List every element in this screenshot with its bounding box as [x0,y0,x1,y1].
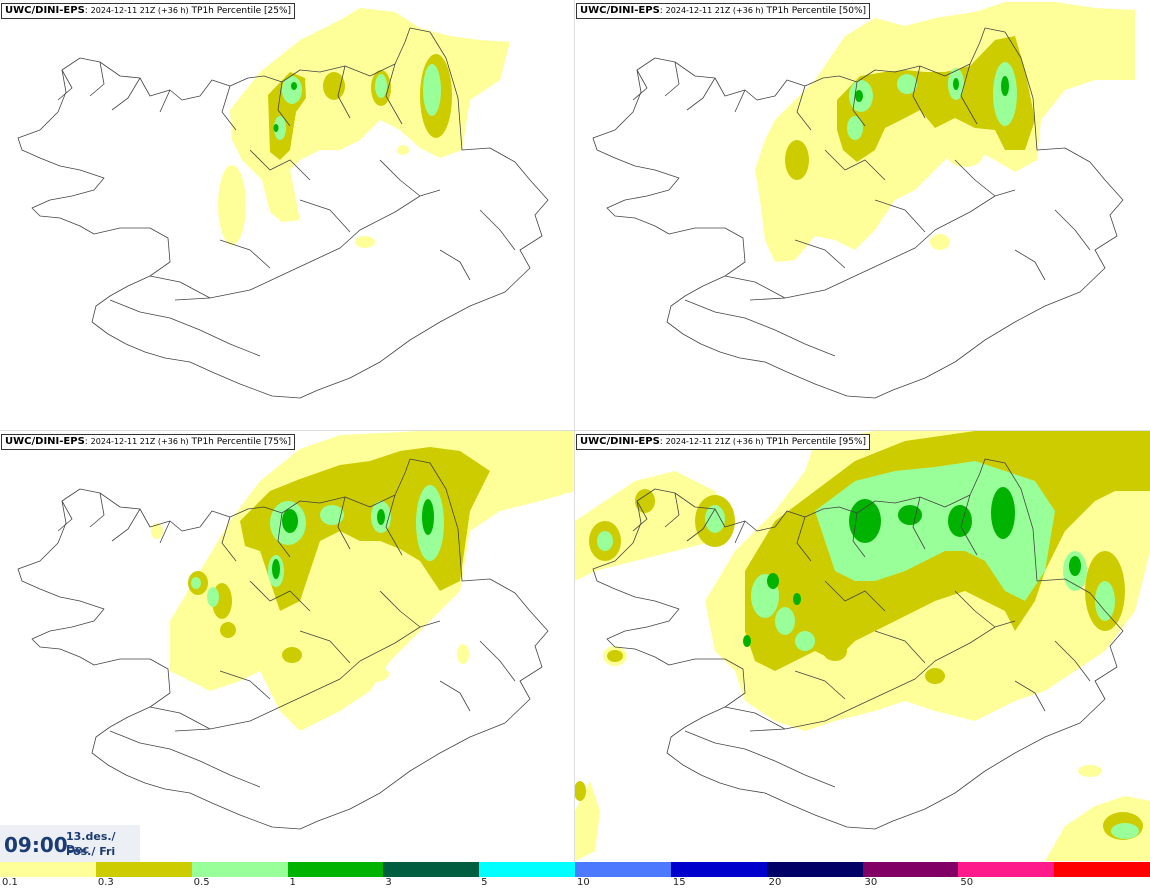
legend-swatch [383,862,480,877]
panel-title: UWC/DINI-EPS: 2024-12-11 21Z (+36 h) TP1… [576,3,871,19]
legend-tick-label: 50 [960,877,974,888]
precip-map-p50 [592,2,1135,399]
map-panel-p95: UWC/DINI-EPS: 2024-12-11 21Z (+36 h) TP1… [575,431,1150,861]
legend-swatch [95,862,193,877]
panel-divider-horizontal [0,430,1150,431]
legend-swatch [670,862,768,877]
legend-swatch [287,862,384,877]
precip-map-p25 [17,8,549,399]
legend-swatch [1054,862,1150,877]
legend-tick-label: 10 [577,877,590,888]
panel-title: UWC/DINI-EPS: 2024-12-11 21Z (+36 h) TP1… [1,3,296,19]
map-panel-p50: UWC/DINI-EPS: 2024-12-11 21Z (+36 h) TP1… [575,0,1150,430]
valid-weekday: Fös./ Fri [66,845,116,858]
legend-tick-label: 3 [385,877,392,888]
legend-tick-label: 5 [481,877,488,888]
legend-swatch [862,862,959,877]
panel-divider-vertical [574,0,575,862]
legend-swatch [0,862,97,877]
legend-swatch [575,862,672,877]
legend-swatch [479,862,576,877]
precip-map-p95 [575,431,1150,861]
legend-tick-label: 15 [672,877,686,888]
legend-tick-label: 1 [289,877,296,888]
precip-map-p75 [17,431,575,830]
panel-title: UWC/DINI-EPS: 2024-12-11 21Z (+36 h) TP1… [1,434,296,450]
legend-swatch [958,862,1055,877]
legend-tick-label: 0.5 [193,877,210,888]
legend-swatch [766,862,863,877]
map-panel-p75: UWC/DINI-EPS: 2024-12-11 21Z (+36 h) TP1… [0,431,575,861]
legend-tick-label: 20 [768,877,782,888]
legend-tick-label: 0.1 [2,877,18,888]
legend-swatch [191,862,288,877]
panel-title: UWC/DINI-EPS: 2024-12-11 21Z (+36 h) TP1… [576,434,871,450]
valid-time-box: 09:00 13.des./ Dec Fös./ Fri [0,825,140,862]
map-panel-p25: UWC/DINI-EPS: 2024-12-11 21Z (+36 h) TP1… [0,0,575,430]
legend-tick-label: 0.3 [97,877,114,888]
legend-tick-label: 30 [864,877,878,888]
valid-time: 09:00 [4,833,68,857]
precip-colorbar: 0.1 0.3 0.5 1 3 5 10 15 20 30 50 [0,862,1150,891]
valid-date: 13.des./ Dec [66,830,116,856]
